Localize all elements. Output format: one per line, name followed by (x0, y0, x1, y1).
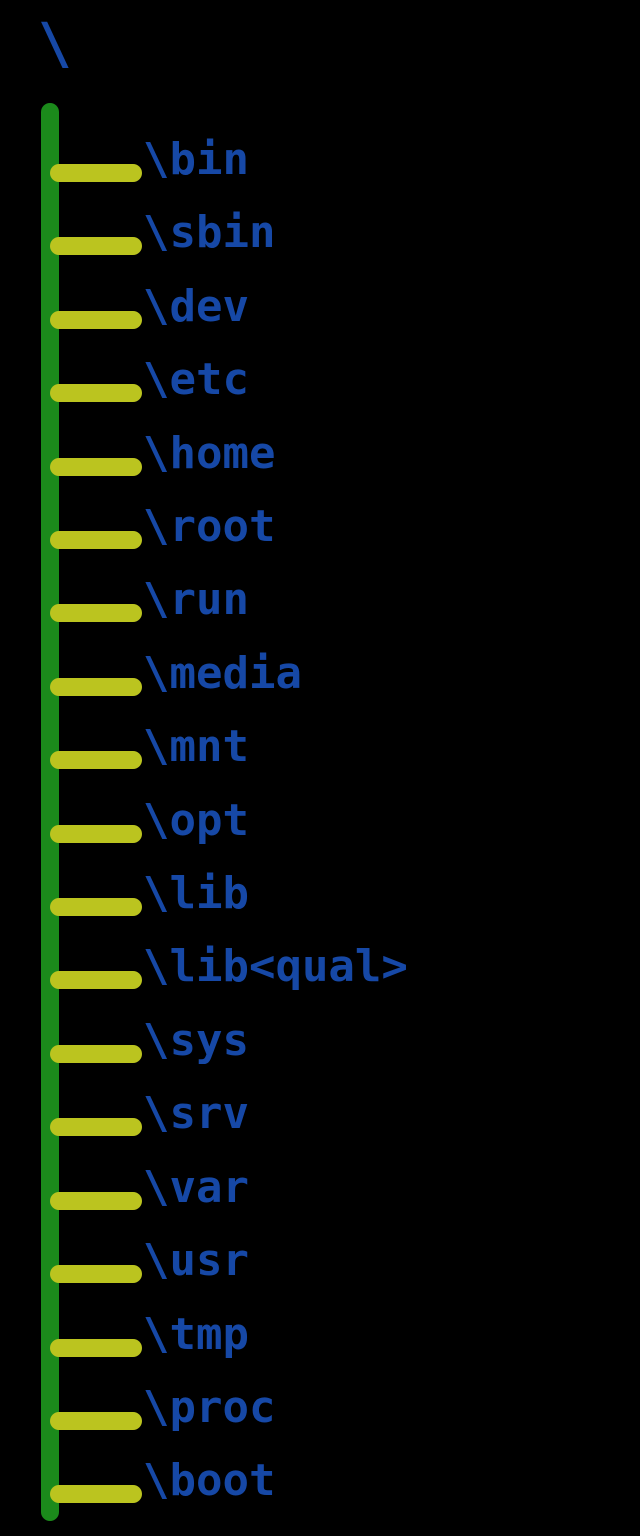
tree-item-label: \bin (143, 134, 249, 185)
tree-branch (50, 604, 142, 622)
tree-branch (50, 458, 142, 476)
tree-item-label: \proc (143, 1382, 275, 1433)
tree-item-label: \sbin (143, 207, 275, 258)
tree-item-label: \tmp (143, 1309, 249, 1360)
tree-branch (50, 311, 142, 329)
tree-item-label: \lib (143, 868, 249, 919)
tree-branch (50, 164, 142, 182)
tree-item-label: \root (143, 501, 275, 552)
tree-branch (50, 531, 142, 549)
tree-item-label: \mnt (143, 721, 249, 772)
tree-item-label: \opt (143, 795, 249, 846)
tree-branch (50, 1045, 142, 1063)
tree-branch (50, 1265, 142, 1283)
tree-item-label: \usr (143, 1235, 249, 1286)
tree-branch (50, 678, 142, 696)
tree-item-label: \boot (143, 1455, 275, 1506)
tree-branch (50, 825, 142, 843)
tree-item-label: \lib<qual> (143, 941, 408, 992)
tree-branch (50, 1339, 142, 1357)
tree-item-label: \media (143, 648, 302, 699)
tree-item-label: \home (143, 428, 275, 479)
tree-item-label: \sys (143, 1015, 249, 1066)
tree-item-label: \srv (143, 1088, 249, 1139)
tree-root-label: \ (38, 12, 72, 77)
tree-item-label: \run (143, 574, 249, 625)
tree-branch (50, 898, 142, 916)
tree-branch (50, 971, 142, 989)
tree-branch (50, 237, 142, 255)
tree-branch (50, 1118, 142, 1136)
tree-branch (50, 1192, 142, 1210)
tree-branch (50, 1485, 142, 1503)
tree-item-label: \var (143, 1162, 249, 1213)
tree-branch (50, 1412, 142, 1430)
tree-branch (50, 751, 142, 769)
tree-item-label: \etc (143, 354, 249, 405)
tree-branch (50, 384, 142, 402)
tree-item-label: \dev (143, 281, 249, 332)
